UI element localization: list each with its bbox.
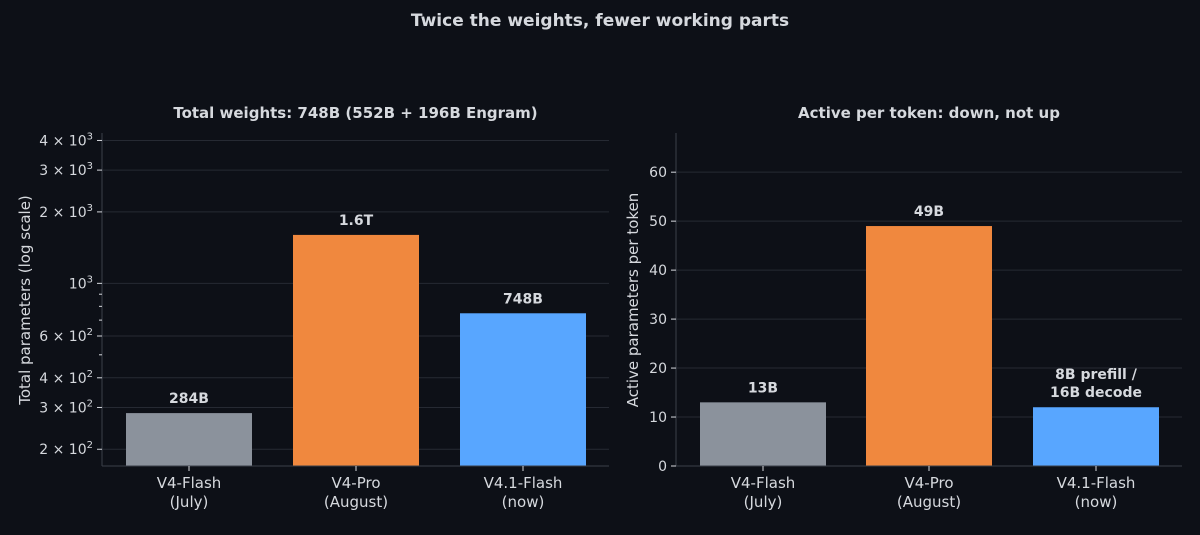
figure-title: Twice the weights, fewer working parts xyxy=(411,11,789,31)
bar xyxy=(460,313,586,466)
y-tick-label: 2 × 103 xyxy=(39,203,93,221)
y-tick-label: 50 xyxy=(649,214,667,230)
bar xyxy=(126,413,252,466)
bar xyxy=(293,234,419,466)
data-label: 748B xyxy=(503,291,543,307)
y-tick-label: 2 × 102 xyxy=(39,440,93,458)
chart-title: Active per token: down, not up xyxy=(798,104,1060,122)
y-tick-label: 3 × 103 xyxy=(39,161,93,179)
x-tick-label: V4-Pro xyxy=(331,474,380,492)
data-label: 13B xyxy=(748,380,778,396)
x-tick-label: (July) xyxy=(744,493,783,511)
x-tick-label: V4.1-Flash xyxy=(484,474,563,492)
x-tick-label: (August) xyxy=(897,493,961,511)
y-tick-label: 10 xyxy=(649,410,667,426)
bar xyxy=(700,402,826,466)
data-label: 1.6T xyxy=(339,213,374,229)
y-tick-label: 20 xyxy=(649,361,667,377)
data-label: 49B xyxy=(914,204,944,220)
y-tick-label: 103 xyxy=(69,274,93,292)
x-tick-label: (now) xyxy=(502,493,545,511)
data-label: 284B xyxy=(169,391,209,407)
x-tick-label: V4-Flash xyxy=(157,474,222,492)
data-label: 16B decode xyxy=(1050,385,1142,401)
chart-panel-total-weights: 284B 1.6T 748B 2 × 102 3 × 102 4 × 102 6 × 102… xyxy=(16,104,609,511)
chart-title: Total weights: 748B (552B + 196B Engram) xyxy=(173,104,537,122)
x-tick-label: V4.1-Flash xyxy=(1057,474,1136,492)
bar xyxy=(866,226,992,466)
x-tick-label: (now) xyxy=(1075,493,1118,511)
x-tick-label: (August) xyxy=(324,493,388,511)
x-tick-label: V4-Pro xyxy=(904,474,953,492)
y-tick-label: 4 × 102 xyxy=(39,369,93,387)
bar xyxy=(1033,407,1159,466)
data-label: 8B prefill / xyxy=(1055,367,1138,383)
y-tick-label: 30 xyxy=(649,312,667,328)
y-axis-label: Total parameters (log scale) xyxy=(16,195,34,406)
y-tick-label: 6 × 102 xyxy=(39,327,93,345)
y-tick-label: 4 × 103 xyxy=(39,131,93,149)
x-tick-label: V4-Flash xyxy=(731,474,796,492)
x-tick-label: (July) xyxy=(170,493,209,511)
y-tick-label: 0 xyxy=(658,459,667,475)
y-tick-label: 60 xyxy=(649,165,667,181)
y-tick-label: 40 xyxy=(649,263,667,279)
y-axis-label: Active parameters per token xyxy=(624,193,642,408)
y-tick-label: 3 × 102 xyxy=(39,398,93,416)
chart-panel-active-per-token: 13B 49B 8B prefill / 16B decode 0 10 20 30 40 50 6… xyxy=(624,104,1182,511)
